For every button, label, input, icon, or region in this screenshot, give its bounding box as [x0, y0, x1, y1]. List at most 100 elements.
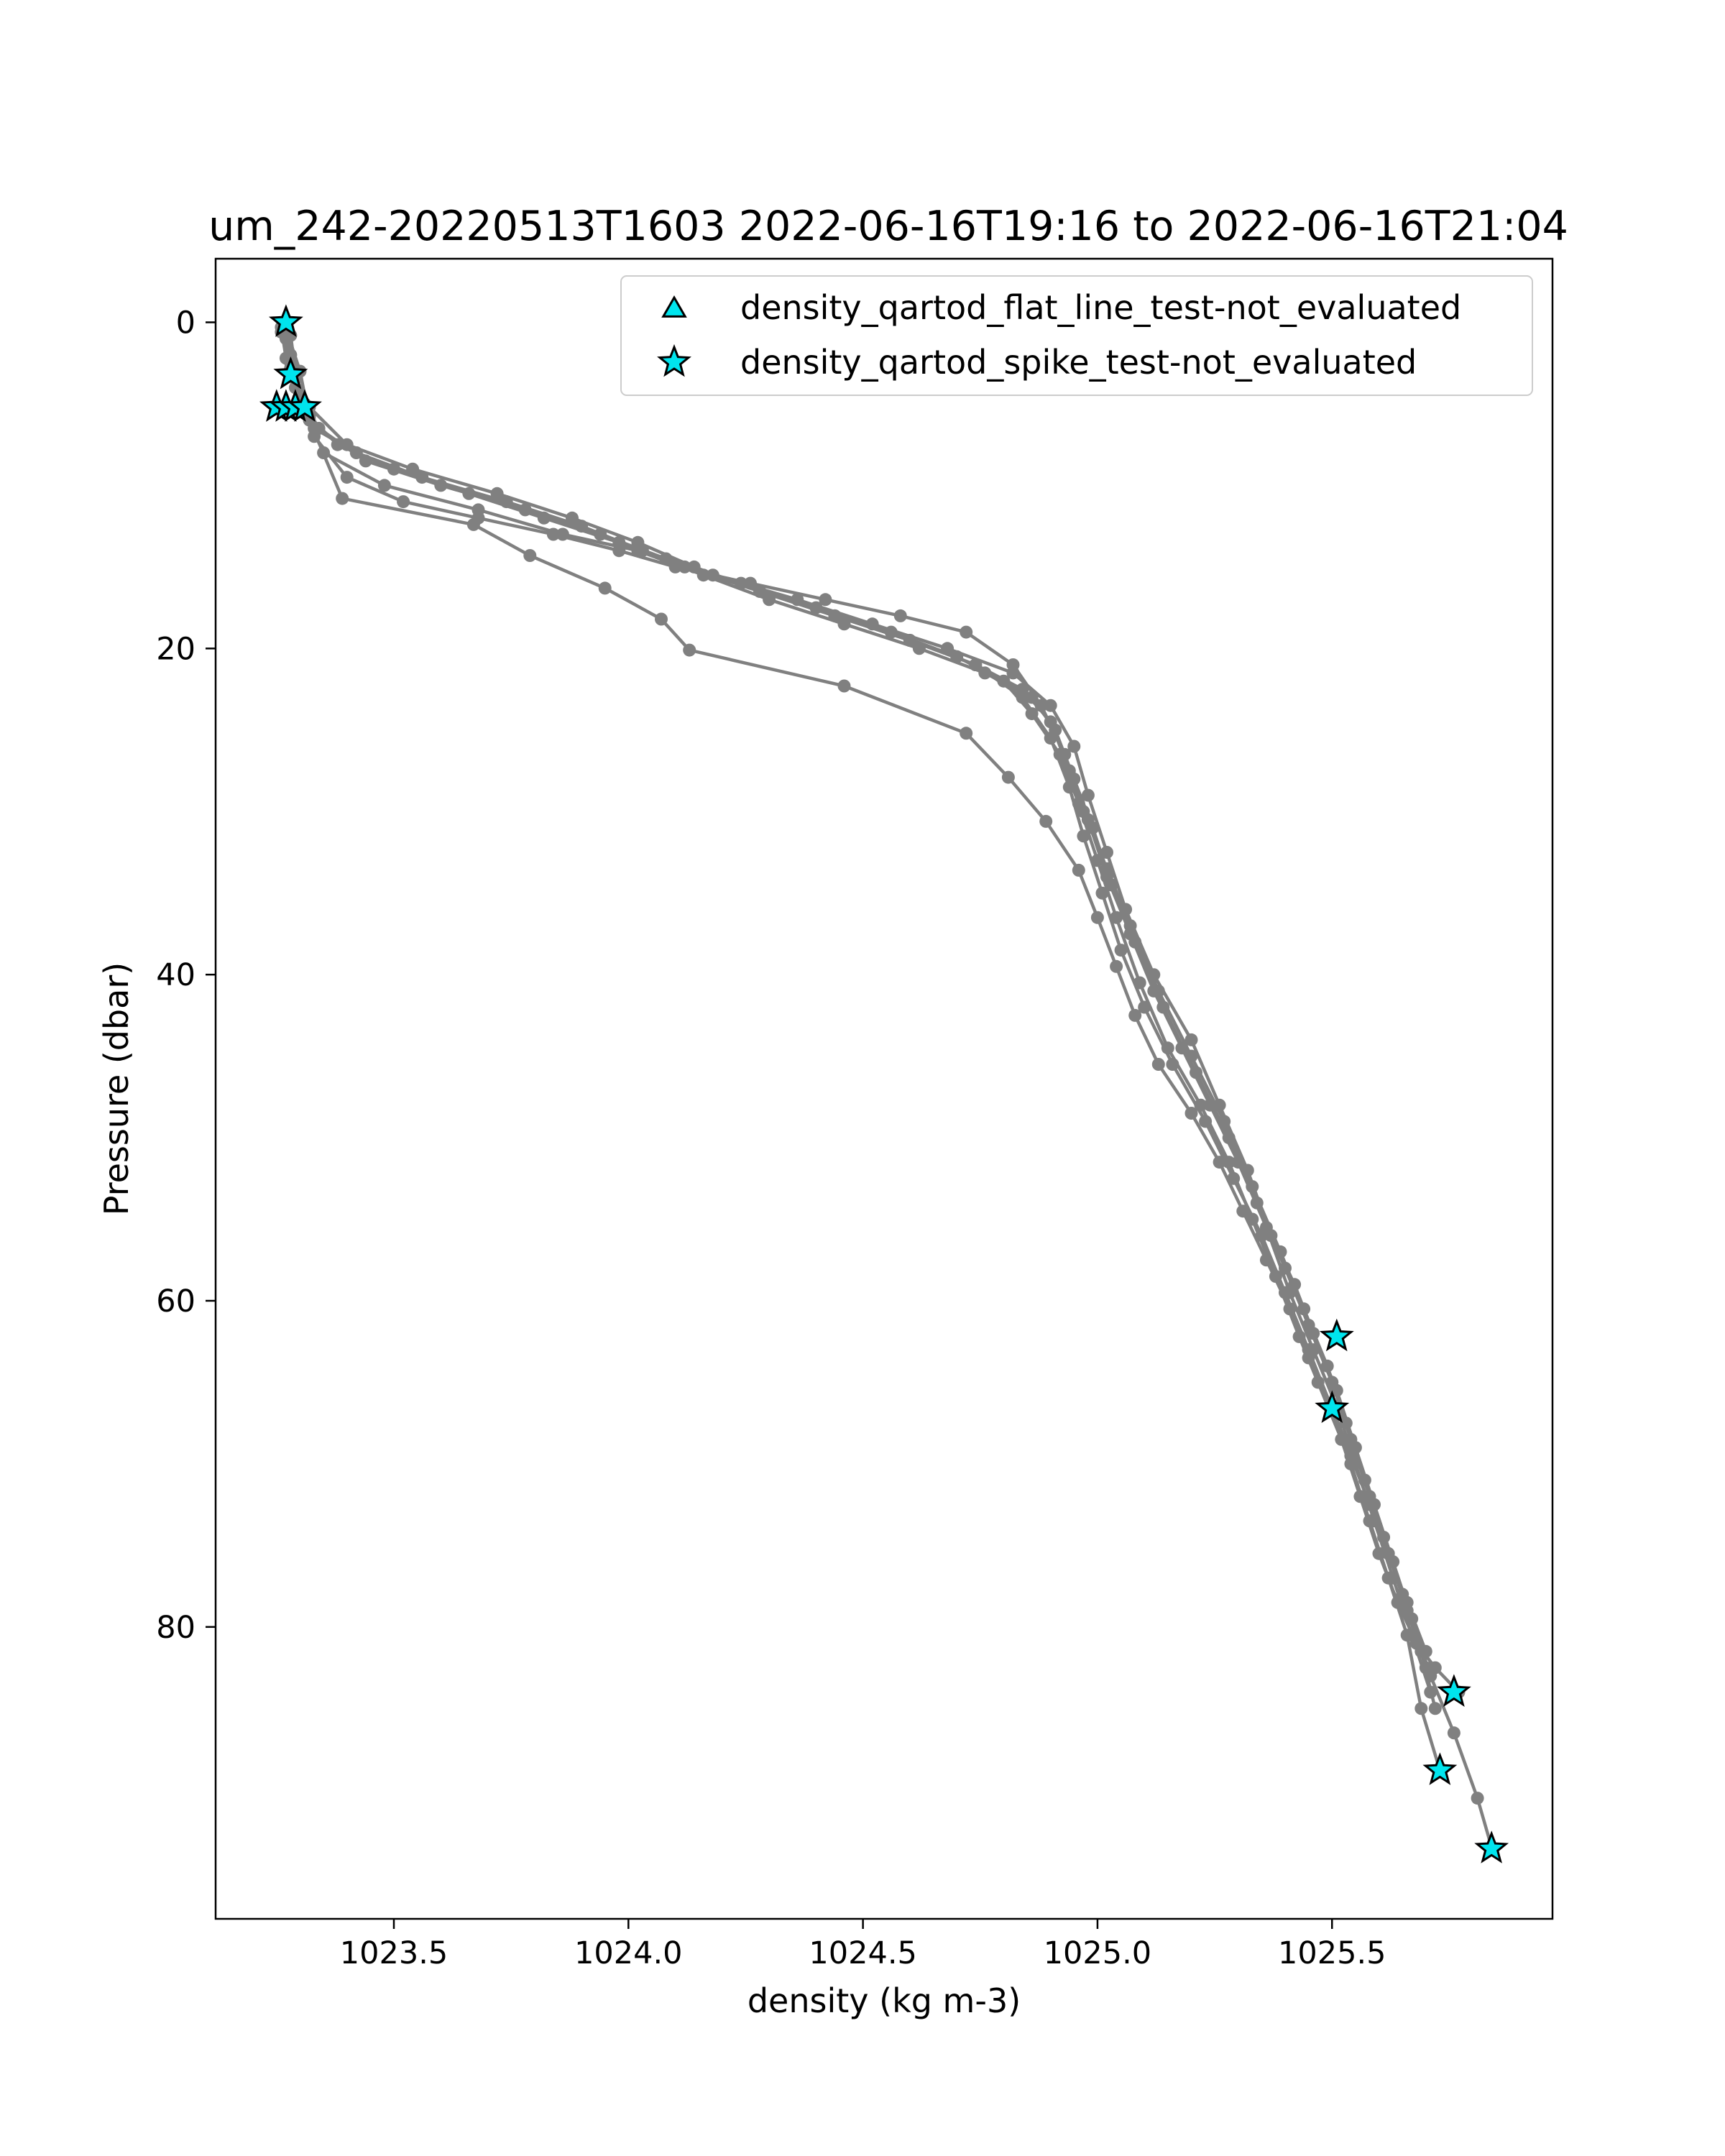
profile-point: [1077, 829, 1090, 843]
profile-point: [1283, 1302, 1297, 1316]
profile-point: [1344, 1449, 1358, 1462]
profile-point: [1199, 1115, 1213, 1128]
profile-point: [462, 487, 476, 500]
y-tick-label: 0: [176, 305, 196, 341]
profile-point: [837, 679, 851, 693]
legend: density_qartod_flat_line_test-not_evalua…: [620, 275, 1533, 396]
profile-point: [406, 462, 420, 476]
profile-point: [1100, 846, 1113, 859]
chart-title: um_242-20220513T1603 2022-06-16T19:16 to…: [208, 203, 1568, 250]
profile-point: [397, 495, 410, 509]
legend-triangle-icon: [661, 295, 687, 318]
profile-point: [1428, 1661, 1442, 1674]
profile-point: [1072, 863, 1085, 877]
profile-point: [1110, 959, 1123, 973]
profile-point: [753, 584, 767, 598]
profile-point: [598, 581, 612, 595]
profile-point: [1151, 1058, 1165, 1071]
legend-entries: density_qartod_flat_line_test-not_evalua…: [657, 288, 1461, 382]
profile-point: [1166, 1058, 1179, 1071]
profile-point: [1044, 715, 1057, 729]
profile-point: [1447, 1726, 1460, 1740]
spike-test-marker: [1315, 1390, 1350, 1424]
profile-point: [828, 609, 842, 622]
profile-point: [1419, 1644, 1432, 1658]
profile-point: [490, 487, 504, 500]
profile-point: [1184, 1107, 1198, 1120]
profile-point: [1184, 1033, 1198, 1046]
flag-markers: [259, 304, 1509, 1864]
profile-point: [466, 517, 480, 531]
profile-point: [1138, 1000, 1151, 1014]
y-tick-label: 40: [156, 957, 196, 993]
profile-point: [537, 511, 551, 525]
profile-point: [1259, 1220, 1273, 1234]
profile-point: [1381, 1547, 1395, 1560]
profile-point: [960, 727, 973, 740]
profile-point: [1283, 1286, 1297, 1299]
profile-point: [1213, 1156, 1226, 1169]
y-axis-label: Pressure (dbar): [97, 962, 136, 1215]
profile-point: [1405, 1628, 1419, 1642]
profile-point: [687, 560, 701, 573]
y-axis: 0 20 40 60 80: [156, 305, 216, 1646]
profile-point: [1175, 1041, 1189, 1055]
profile-point: [1363, 1498, 1376, 1511]
axes-frame: [214, 257, 1554, 1920]
spike-test-marker: [1319, 1318, 1354, 1352]
profile-point: [566, 511, 579, 525]
profile-point: [377, 479, 391, 492]
spike-test-marker: [273, 356, 308, 390]
legend-label: density_qartod_flat_line_test-not_evalua…: [740, 288, 1461, 327]
profile-point: [903, 634, 916, 647]
spike-test-marker: [1422, 1752, 1458, 1785]
legend-label: density_qartod_spike_test-not_evaluated: [740, 343, 1417, 382]
profile-point: [1039, 814, 1053, 828]
profile-point: [1114, 944, 1128, 957]
profile-point: [1428, 1702, 1442, 1715]
profile-point: [340, 438, 354, 451]
profile-point: [1123, 927, 1137, 941]
y-tick-label: 60: [156, 1284, 196, 1319]
profile-point: [1302, 1351, 1315, 1365]
x-tick-label: 1023.5: [340, 1935, 448, 1971]
profile-point: [472, 503, 485, 517]
profile-point: [336, 492, 349, 505]
x-tick-label: 1025.5: [1278, 1935, 1386, 1971]
profile-point: [1259, 1253, 1273, 1267]
profile-point: [1203, 1098, 1217, 1112]
profile-point: [1400, 1595, 1414, 1609]
profile-point: [523, 549, 537, 562]
profile-point: [1081, 788, 1095, 802]
profile-point: [819, 593, 832, 607]
profile-point: [1471, 1792, 1484, 1805]
profile-point: [1062, 764, 1076, 778]
profile-point: [331, 438, 344, 451]
profile-point: [1090, 911, 1104, 924]
profile-point: [683, 643, 696, 657]
profile-point: [655, 612, 668, 626]
profile-point: [1414, 1702, 1428, 1715]
plot-area: [214, 257, 1554, 1920]
spike-test-marker: [1474, 1830, 1509, 1864]
profile-point: [1044, 699, 1057, 712]
profile-point: [1067, 740, 1081, 753]
spike-test-marker: [1437, 1674, 1471, 1707]
profile-line: [280, 326, 1442, 1772]
profile-point: [1128, 1008, 1142, 1022]
x-tick-label: 1024.5: [809, 1935, 916, 1971]
profile-point: [631, 535, 645, 549]
y-tick-label: 20: [156, 631, 196, 667]
profile-point: [1001, 770, 1015, 784]
profile-point: [1110, 911, 1123, 924]
profile-point: [1424, 1685, 1438, 1699]
spike-test-marker: [288, 389, 322, 422]
legend-star-icon: [657, 344, 691, 377]
profile-point: [969, 658, 983, 671]
profile-point: [1100, 870, 1113, 883]
profile-point: [1095, 886, 1109, 900]
x-axis-label: density (kg m-3): [748, 1981, 1021, 2020]
profile-point: [387, 462, 400, 476]
x-tick-label: 1025.0: [1044, 1935, 1151, 1971]
